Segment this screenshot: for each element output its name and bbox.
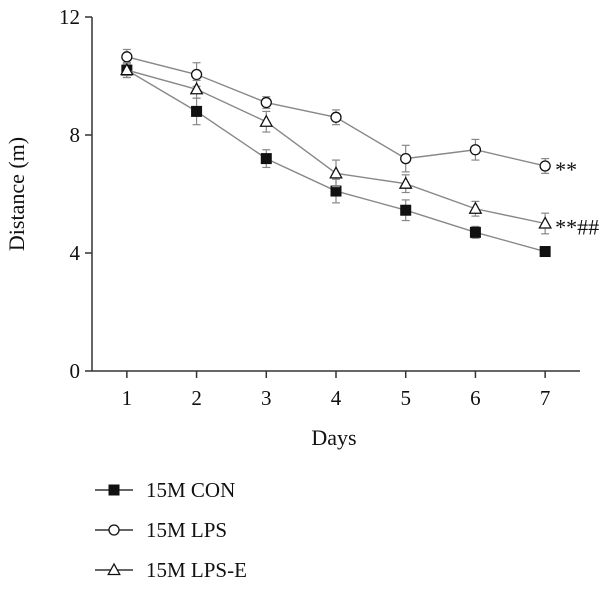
legend-item: 15M CON [95, 478, 235, 502]
data-point [260, 96, 272, 109]
y-tick-label: 12 [59, 5, 80, 29]
legend-item: 15M LPS-E [95, 558, 247, 582]
series-layer [120, 48, 552, 258]
legend-marker [108, 484, 120, 496]
annotation-layer: ** **## [555, 157, 599, 240]
significance-label: ** [555, 157, 577, 182]
legend: 15M CON 15M LPS 15M LPS-E [95, 478, 247, 582]
data-point [330, 185, 342, 197]
data-point [398, 176, 413, 189]
x-tick-label: 6 [470, 386, 481, 410]
legend-label: 15M CON [146, 478, 235, 502]
series-2 [120, 62, 552, 235]
data-point [259, 114, 274, 127]
data-point [260, 153, 272, 165]
data-point [330, 111, 342, 123]
data-point [539, 160, 551, 172]
x-tick-label: 3 [261, 386, 272, 410]
legend-marker [108, 524, 120, 536]
data-point [400, 152, 412, 165]
legend-label: 15M LPS-E [146, 558, 247, 582]
data-point [120, 62, 134, 76]
data-point [469, 144, 482, 156]
x-tick-label: 7 [540, 386, 551, 410]
x-tick-label: 5 [400, 386, 411, 410]
data-point [400, 204, 412, 216]
legend-item: 15M LPS [95, 518, 227, 542]
y-tick-label: 8 [70, 123, 81, 147]
y-axis-title: Distance (m) [4, 137, 29, 251]
data-point [539, 246, 551, 258]
series-0 [121, 62, 551, 258]
series-1 [121, 48, 551, 174]
data-point [329, 165, 343, 179]
x-tick-label: 4 [331, 386, 342, 410]
data-point [190, 68, 203, 81]
data-point [468, 201, 483, 214]
x-tick-label: 2 [191, 386, 202, 410]
data-point [538, 216, 552, 229]
significance-label: **## [555, 215, 599, 240]
data-point [191, 105, 203, 117]
data-point [189, 81, 204, 95]
legend-label: 15M LPS [146, 518, 227, 542]
data-point [469, 226, 481, 238]
y-tick-label: 4 [70, 241, 81, 265]
x-tick-label: 1 [122, 386, 133, 410]
x-axis-title: Days [311, 425, 356, 450]
legend-marker [107, 562, 121, 576]
y-tick-label: 0 [70, 359, 81, 383]
data-point [121, 51, 133, 63]
